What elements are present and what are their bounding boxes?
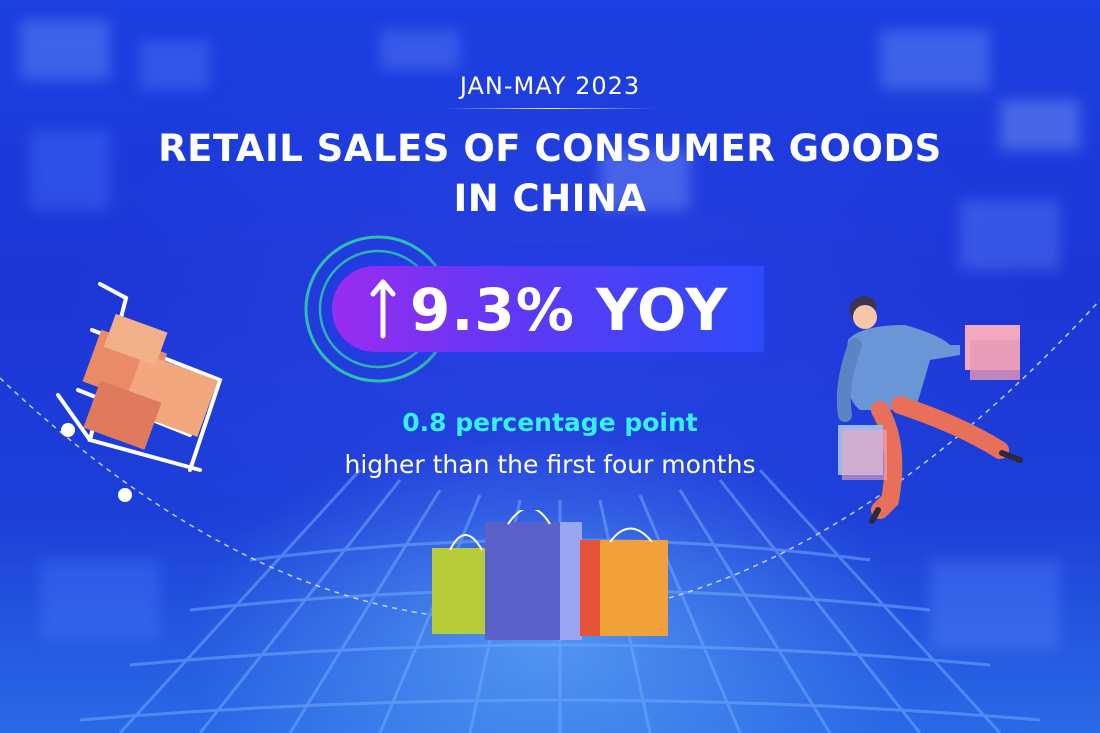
up-arrow-icon	[370, 279, 396, 339]
headline-value: 9.3% YOY	[410, 276, 729, 344]
title-line-2: IN CHINA	[453, 177, 647, 220]
change-highlight: 0.8 percentage point	[402, 408, 698, 437]
headline-pill	[332, 266, 764, 352]
shopping-bags-icon	[432, 510, 668, 640]
page-title: RETAIL SALES OF CONSUMER GOODS IN CHINA	[120, 124, 980, 224]
title-line-1: RETAIL SALES OF CONSUMER GOODS	[158, 127, 942, 170]
shopper-with-bags-icon	[836, 296, 1023, 524]
subtitle-divider	[445, 108, 655, 109]
change-detail: higher than the first four months	[344, 450, 756, 479]
shopping-cart-icon	[56, 282, 223, 502]
period-label: JAN-MAY 2023	[459, 72, 641, 100]
